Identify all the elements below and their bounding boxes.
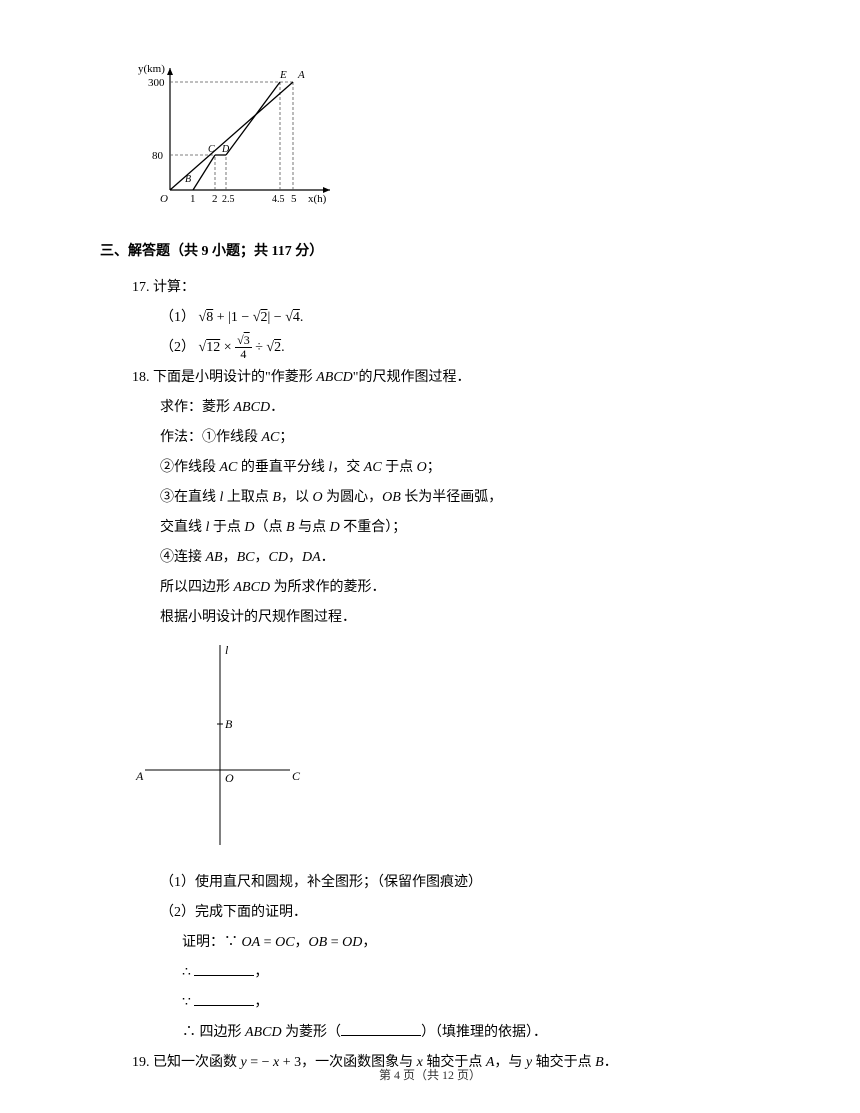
xtick-2.5: 2.5 <box>222 194 235 205</box>
q17-p2-fnum: 3 <box>244 333 250 347</box>
chart-svg: y(km) x(h) O 300 80 1 2 2.5 4.5 5 A E C … <box>130 60 350 215</box>
q17-num: 17. <box>132 274 150 302</box>
q17-p1-sqrt4: 4 <box>293 310 300 325</box>
y-axis-label: y(km) <box>138 63 165 75</box>
q17-p2-dot: . <box>281 340 285 355</box>
q18-diagram: l A C B O <box>130 640 760 861</box>
xtick-4.5: 4.5 <box>272 194 285 205</box>
q18-l3: ②作线段 AC 的垂直平分线 l，交 AC 于点 O； <box>100 454 760 482</box>
q17-p2-times: × <box>224 340 232 355</box>
q18-l4: ③在直线 l 上取点 B，以 O 为圆心，OB 长为半径画弧， <box>100 484 760 512</box>
section-title: 三、解答题（共 9 小题；共 117 分） <box>100 238 760 266</box>
q17-p1-label: （1） <box>160 310 195 325</box>
point-B: B <box>185 174 191 185</box>
diagram-A: A <box>135 769 144 783</box>
q18-intro: 下面是小明设计的"作菱形 <box>153 370 316 385</box>
q18-abcd: ABCD <box>316 370 353 385</box>
q18-l7: 所以四边形 ABCD 为所求作的菱形． <box>100 574 760 602</box>
xtick-2: 2 <box>212 193 218 205</box>
q18-l6: ④连接 AB，BC，CD，DA． <box>100 544 760 572</box>
q18-proof-l1: 证明：∵ OA = OC，OB = OD， <box>100 929 760 957</box>
q17-p2-div: ÷ <box>255 340 263 355</box>
q17-title: 计算： <box>153 280 195 295</box>
point-C: C <box>208 144 215 155</box>
point-A: A <box>297 69 305 81</box>
q17-p1-abs1: |1 − <box>228 310 249 325</box>
q18-p2: （2）完成下面的证明． <box>100 899 760 927</box>
q17-p1-sqrt8: 8 <box>206 310 213 325</box>
ytick-80: 80 <box>152 150 164 162</box>
total-pages: 12 <box>442 1068 454 1082</box>
diagram-l: l <box>225 643 229 657</box>
origin-label: O <box>160 193 168 205</box>
xtick-1: 1 <box>190 193 196 205</box>
blank-2[interactable] <box>194 992 254 1006</box>
q18-header: 18. 下面是小明设计的"作菱形 ABCD"的尺规作图过程． <box>100 364 760 392</box>
q17-p1-abs2: | − <box>267 310 281 325</box>
q17-p2-label: （2） <box>160 340 195 355</box>
q18-l5: 交直线 l 于点 D（点 B 与点 D 不重合）； <box>100 514 760 542</box>
blank-1[interactable] <box>194 962 254 976</box>
q18-proof-l2: ∴ ， <box>100 959 760 987</box>
xtick-5: 5 <box>291 193 297 205</box>
diagram-C: C <box>292 769 301 783</box>
q18-intro2: "的尺规作图过程． <box>353 370 471 385</box>
q18-l2: 作法：①作线段 AC； <box>100 424 760 452</box>
q17-p2-sqrt12: 12 <box>206 340 220 355</box>
q17-p2-fden: 4 <box>235 348 252 361</box>
x-axis-label: x(h) <box>308 193 327 205</box>
q18-proof-l4: ∴ 四边形 ABCD 为菱形（）（填推理的依据）． <box>100 1019 760 1047</box>
point-E: E <box>279 69 287 81</box>
q17-header: 17. 计算： <box>100 274 760 302</box>
point-D: D <box>221 144 230 155</box>
blank-3[interactable] <box>341 1022 421 1036</box>
q17-p2-sqrt2: 2 <box>274 340 281 355</box>
q18-l8: 根据小明设计的尺规作图过程． <box>100 604 760 632</box>
diagram-O: O <box>225 771 234 785</box>
q17-p1-dot: . <box>300 310 304 325</box>
ytick-300: 300 <box>148 77 165 89</box>
q17-part1: （1） √8 + |1 − √2| − √4. <box>100 304 760 332</box>
q18-num: 18. <box>132 364 150 392</box>
q18-l1: 求作：菱形 ABCD． <box>100 394 760 422</box>
q17-part2: （2） √12 × √34 ÷ √2. <box>100 334 760 362</box>
diagram-B: B <box>225 717 233 731</box>
q18-proof-l3: ∵ ， <box>100 989 760 1017</box>
page-footer: 第 4 页（共 12 页） <box>0 1066 860 1083</box>
line-chart: y(km) x(h) O 300 80 1 2 2.5 4.5 5 A E C … <box>130 60 760 226</box>
q18-p1: （1）使用直尺和圆规，补全图形；（保留作图痕迹） <box>100 869 760 897</box>
